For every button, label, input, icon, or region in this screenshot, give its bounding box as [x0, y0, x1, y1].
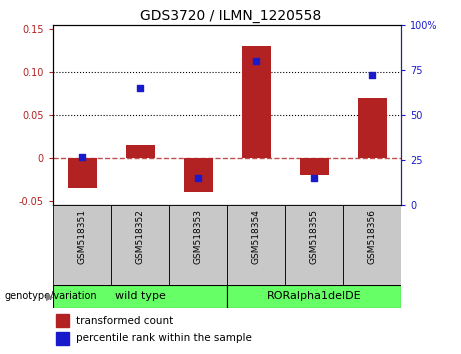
Text: wild type: wild type: [115, 291, 165, 302]
Bar: [358, 98, 387, 158]
Point: [78, 154, 86, 159]
Bar: [300, 158, 329, 175]
Text: GDS3720 / ILMN_1220558: GDS3720 / ILMN_1220558: [140, 9, 321, 23]
Bar: [227, 205, 285, 285]
Bar: [285, 205, 343, 285]
Text: percentile rank within the sample: percentile rank within the sample: [76, 333, 252, 343]
Point: [310, 176, 318, 181]
Text: GSM518353: GSM518353: [194, 209, 202, 264]
Bar: [227, 285, 401, 308]
Point: [136, 85, 144, 91]
Text: transformed count: transformed count: [76, 316, 173, 326]
Text: GSM518354: GSM518354: [252, 209, 260, 264]
Bar: [57, 314, 69, 327]
Point: [252, 58, 260, 64]
Point: [368, 73, 376, 78]
Text: GSM518351: GSM518351: [77, 209, 87, 264]
Text: GSM518356: GSM518356: [367, 209, 377, 264]
Bar: [169, 205, 227, 285]
Bar: [53, 285, 227, 308]
Text: RORalpha1delDE: RORalpha1delDE: [267, 291, 361, 302]
Bar: [343, 205, 401, 285]
Bar: [111, 205, 169, 285]
Text: ▶: ▶: [46, 291, 53, 302]
Bar: [125, 145, 154, 158]
Bar: [183, 158, 213, 193]
Bar: [67, 158, 96, 188]
Bar: [53, 205, 111, 285]
Text: genotype/variation: genotype/variation: [5, 291, 97, 302]
Point: [195, 176, 202, 181]
Bar: [57, 332, 69, 345]
Text: GSM518352: GSM518352: [136, 209, 145, 264]
Bar: [242, 46, 271, 158]
Text: GSM518355: GSM518355: [309, 209, 319, 264]
